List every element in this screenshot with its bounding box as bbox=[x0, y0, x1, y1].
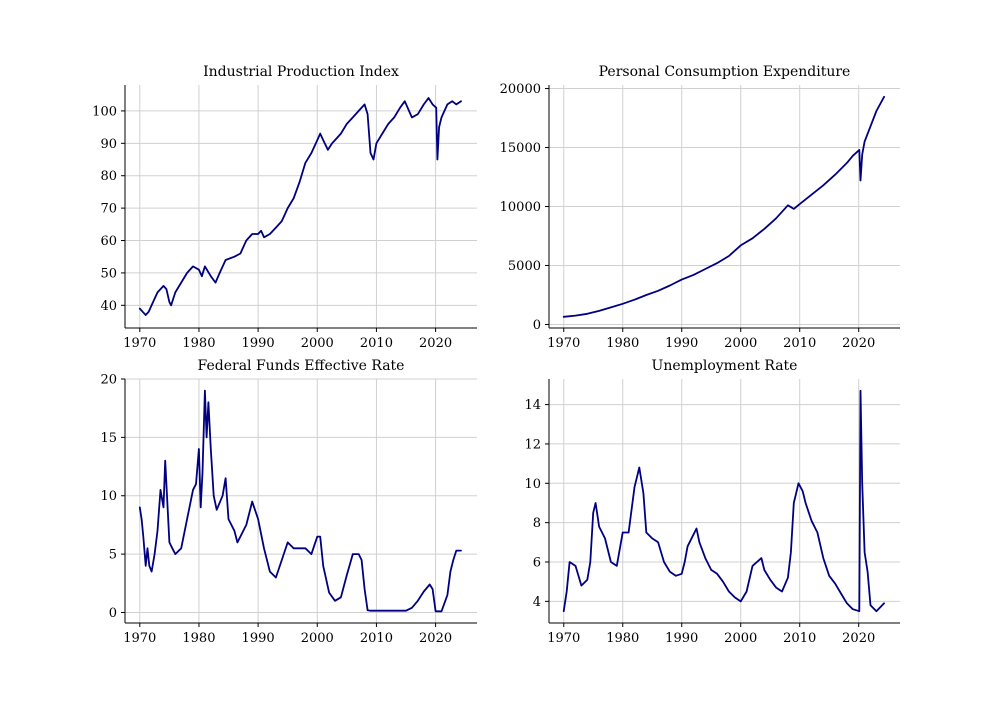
personal-consumption-y-tick-label: 10000 bbox=[500, 200, 541, 215]
personal-consumption-series-line bbox=[562, 95, 885, 318]
unemployment-rate-y-tick-label: 14 bbox=[524, 398, 541, 413]
unemployment-rate-chart: 1970 1980 1990 2000 2010 2020 4 6 8 10 12 14 Unemplo… bbox=[524, 358, 900, 646]
unemployment-rate-y-tick-label: 8 bbox=[533, 516, 541, 531]
industrial-production-y-tick-label: 60 bbox=[100, 234, 117, 249]
personal-consumption-x-tick-label: 1990 bbox=[665, 336, 698, 351]
personal-consumption-chart: 1970 1980 1990 2000 2010 2020 0 5000 10000 15000 2… bbox=[500, 64, 900, 351]
federal-funds-rate-chart: 1970 1980 1990 2000 2010 2020 0 5 10 15 20 Federal … bbox=[100, 358, 477, 646]
industrial-production-y-tick-label: 80 bbox=[100, 169, 117, 184]
federal-funds-rate-x-tick-label: 2010 bbox=[360, 631, 393, 646]
unemployment-rate-x-tick-label: 1990 bbox=[665, 631, 698, 646]
unemployment-rate-y-tick-label: 4 bbox=[533, 595, 541, 610]
personal-consumption-y-tick-label: 20000 bbox=[500, 82, 541, 97]
federal-funds-rate-x-tick-label: 2000 bbox=[301, 631, 334, 646]
federal-funds-rate-y-tick-label: 20 bbox=[100, 373, 117, 388]
unemployment-rate-x-tick-label: 2010 bbox=[783, 631, 816, 646]
federal-funds-rate-y-tick-label: 5 bbox=[109, 548, 117, 563]
personal-consumption-title: Personal Consumption Expenditure bbox=[599, 64, 851, 80]
personal-consumption-x-tick-label: 2020 bbox=[842, 336, 875, 351]
unemployment-rate-y-tick-label: 6 bbox=[533, 556, 541, 571]
unemployment-rate-y-tick-label: 10 bbox=[524, 477, 541, 492]
industrial-production-x-tick-label: 2000 bbox=[301, 336, 334, 351]
industrial-production-series-line bbox=[138, 97, 462, 316]
personal-consumption-x-tick-label: 2000 bbox=[724, 336, 757, 351]
personal-consumption-x-tick-label: 1980 bbox=[606, 336, 639, 351]
unemployment-rate-series-line bbox=[562, 389, 885, 613]
industrial-production-x-tick-label: 2020 bbox=[419, 336, 452, 351]
industrial-production-title: Industrial Production Index bbox=[203, 64, 399, 80]
personal-consumption-x-tick-label: 2010 bbox=[783, 336, 816, 351]
industrial-production-chart: 1970 1980 1990 2000 2010 2020 40 50 60 70 80 90 100 I… bbox=[92, 64, 477, 351]
federal-funds-rate-x-tick-label: 2020 bbox=[419, 631, 452, 646]
federal-funds-rate-y-tick-label: 0 bbox=[109, 606, 117, 621]
industrial-production-y-tick-label: 100 bbox=[92, 104, 117, 119]
unemployment-rate-y-tick-label: 12 bbox=[524, 437, 541, 452]
personal-consumption-y-tick-label: 15000 bbox=[500, 141, 541, 156]
industrial-production-x-tick-label: 2010 bbox=[360, 336, 393, 351]
industrial-production-y-tick-label: 40 bbox=[100, 299, 117, 314]
federal-funds-rate-x-tick-label: 1970 bbox=[123, 631, 156, 646]
federal-funds-rate-y-tick-label: 10 bbox=[100, 489, 117, 504]
industrial-production-x-tick-label: 1970 bbox=[123, 336, 156, 351]
federal-funds-rate-x-tick-label: 1980 bbox=[182, 631, 215, 646]
industrial-production-y-tick-label: 50 bbox=[100, 266, 117, 281]
federal-funds-rate-y-tick-label: 15 bbox=[100, 431, 117, 446]
personal-consumption-y-tick-label: 5000 bbox=[508, 259, 541, 274]
unemployment-rate-x-tick-label: 2000 bbox=[724, 631, 757, 646]
industrial-production-x-tick-label: 1990 bbox=[242, 336, 275, 351]
federal-funds-rate-x-tick-label: 1990 bbox=[242, 631, 275, 646]
personal-consumption-y-tick-label: 0 bbox=[533, 318, 541, 333]
industrial-production-y-tick-label: 90 bbox=[100, 137, 117, 152]
federal-funds-rate-series-line bbox=[138, 389, 462, 613]
industrial-production-x-tick-label: 1980 bbox=[182, 336, 215, 351]
industrial-production-y-tick-label: 70 bbox=[100, 202, 117, 217]
unemployment-rate-x-tick-label: 2020 bbox=[842, 631, 875, 646]
personal-consumption-x-tick-label: 1970 bbox=[547, 336, 580, 351]
federal-funds-rate-title: Federal Funds Effective Rate bbox=[198, 358, 405, 374]
unemployment-rate-x-tick-label: 1980 bbox=[606, 631, 639, 646]
unemployment-rate-title: Unemployment Rate bbox=[652, 358, 798, 374]
unemployment-rate-x-tick-label: 1970 bbox=[547, 631, 580, 646]
